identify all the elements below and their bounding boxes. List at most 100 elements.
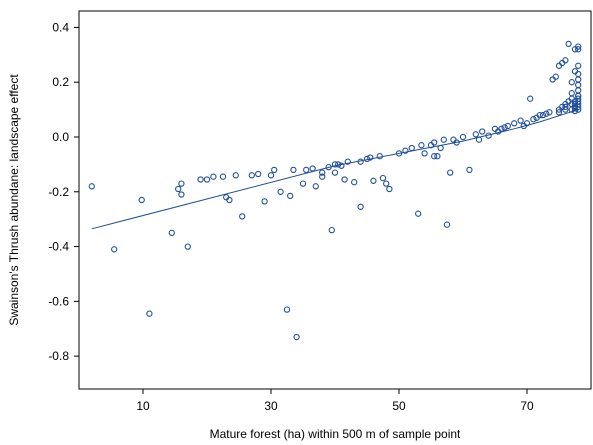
data-point xyxy=(283,306,291,313)
axis-ticks: 10 30 50 70 0.4 0.2 0.0 -0.2 -0.4 -0.6 -0.8 xyxy=(48,20,534,413)
data-point xyxy=(565,40,572,48)
data-point xyxy=(178,191,185,198)
data-point xyxy=(331,169,339,176)
data-point xyxy=(299,180,307,187)
data-point xyxy=(568,79,575,86)
data-point xyxy=(175,185,182,193)
data-point xyxy=(197,176,204,183)
data-point xyxy=(443,221,451,228)
data-point xyxy=(357,203,364,210)
plot-frame xyxy=(78,10,592,390)
data-point xyxy=(331,161,339,168)
data-point xyxy=(504,122,511,130)
data-points xyxy=(88,40,582,341)
y-tick-label: -0.4 xyxy=(48,240,69,254)
data-point xyxy=(527,95,534,102)
data-point xyxy=(178,180,185,187)
data-point xyxy=(248,172,255,179)
data-point xyxy=(562,57,569,64)
data-point xyxy=(415,210,422,217)
data-point xyxy=(312,183,319,190)
data-point xyxy=(168,229,175,237)
data-point xyxy=(466,166,473,174)
data-point xyxy=(555,109,563,116)
data-point xyxy=(309,165,316,172)
data-point xyxy=(562,106,569,113)
data-point xyxy=(479,128,486,135)
fit-line-group xyxy=(91,109,579,230)
data-point xyxy=(338,162,345,169)
data-point xyxy=(501,124,508,131)
data-point xyxy=(370,177,377,184)
data-point xyxy=(530,116,537,123)
data-point xyxy=(146,310,153,317)
data-point xyxy=(367,154,374,161)
x-tick-label: 10 xyxy=(136,399,150,413)
data-point xyxy=(319,169,326,176)
data-point xyxy=(203,176,211,183)
data-point xyxy=(539,111,547,119)
data-point xyxy=(437,144,444,152)
data-point xyxy=(562,103,569,111)
data-point xyxy=(575,46,582,53)
y-tick-label: 0.0 xyxy=(52,130,69,144)
data-point xyxy=(383,180,390,187)
data-point xyxy=(111,246,118,253)
data-point xyxy=(511,120,518,127)
data-point xyxy=(138,196,145,204)
data-point xyxy=(431,153,438,160)
data-point xyxy=(475,136,483,143)
y-tick-label: -0.2 xyxy=(48,185,69,199)
data-point xyxy=(421,150,428,157)
data-point xyxy=(575,43,582,50)
y-axis-label: Swainson's Thrush abundane: landscape ef… xyxy=(7,74,21,326)
data-point xyxy=(219,173,227,180)
data-point xyxy=(434,153,441,160)
data-point xyxy=(290,166,297,174)
data-point xyxy=(459,133,467,141)
data-point xyxy=(88,183,95,190)
data-point xyxy=(440,136,447,143)
data-point xyxy=(351,179,358,186)
data-point xyxy=(568,90,575,97)
data-point xyxy=(210,173,217,180)
data-point xyxy=(402,147,409,154)
data-point xyxy=(226,196,233,204)
data-point xyxy=(267,172,275,179)
data-point xyxy=(431,139,438,146)
y-tick-label: 0.2 xyxy=(52,75,69,89)
data-point xyxy=(319,173,326,180)
data-point xyxy=(523,120,531,127)
data-point xyxy=(386,185,393,193)
data-point xyxy=(376,153,383,160)
data-point xyxy=(271,166,278,174)
data-point xyxy=(184,243,191,250)
data-point xyxy=(571,107,579,115)
fit-line xyxy=(91,109,579,230)
data-point xyxy=(418,142,425,149)
data-point xyxy=(543,110,550,117)
y-tick-label: -0.8 xyxy=(48,349,69,363)
data-point xyxy=(408,144,415,152)
data-point xyxy=(341,176,348,183)
data-point xyxy=(485,132,492,139)
data-point xyxy=(575,62,582,69)
data-point xyxy=(552,73,559,80)
data-point xyxy=(239,213,246,220)
data-point xyxy=(287,192,294,200)
data-point xyxy=(575,87,582,94)
data-point xyxy=(447,169,454,176)
data-point xyxy=(575,81,582,89)
data-point xyxy=(363,155,371,163)
data-point xyxy=(536,111,543,119)
data-point xyxy=(575,100,582,108)
data-point xyxy=(395,150,403,157)
data-point xyxy=(325,163,332,171)
x-tick-label: 30 xyxy=(264,399,278,413)
data-point xyxy=(575,70,582,78)
data-point xyxy=(335,161,342,168)
data-point xyxy=(303,166,310,174)
y-tick-label: -0.6 xyxy=(48,294,69,308)
data-point xyxy=(328,226,335,234)
x-tick-label: 70 xyxy=(520,399,534,413)
